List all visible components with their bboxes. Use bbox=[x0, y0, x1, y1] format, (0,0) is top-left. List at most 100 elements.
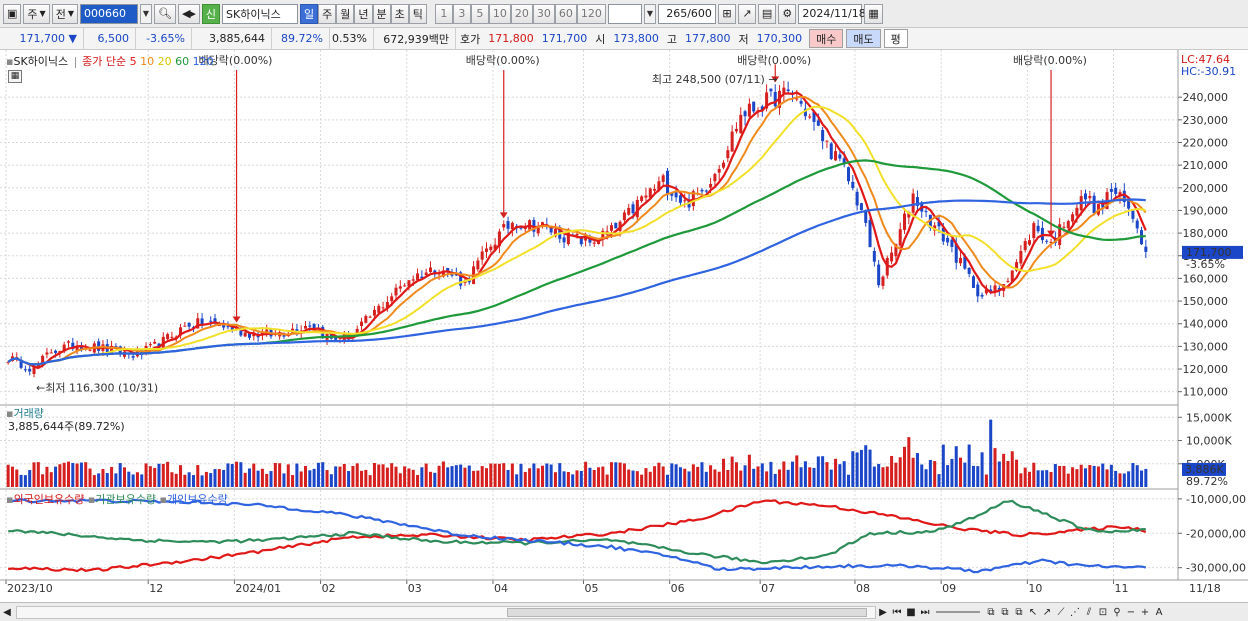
volume-bar bbox=[1036, 470, 1040, 487]
scrollbar-thumb[interactable] bbox=[507, 607, 867, 617]
interval-tab-5[interactable]: 5 bbox=[470, 3, 489, 24]
current-change-tag: -3.65% bbox=[1186, 258, 1225, 271]
interval-custom-input[interactable] bbox=[607, 3, 642, 24]
legend-ma-label: 종가 단순 bbox=[82, 55, 127, 68]
zoom-out-icon[interactable]: − bbox=[1126, 606, 1136, 618]
volume-bar bbox=[920, 464, 924, 487]
volume-bar bbox=[105, 473, 109, 487]
stock-code-dropdown-icon[interactable]: ▼ bbox=[139, 3, 152, 24]
save-icon[interactable]: ▤ bbox=[757, 3, 777, 24]
eval-button[interactable]: 평 bbox=[883, 29, 908, 48]
stop-icon[interactable]: ■ bbox=[906, 606, 916, 618]
candle-body bbox=[584, 235, 588, 241]
scroll-left-icon[interactable]: ◀ bbox=[3, 606, 11, 618]
volume-bar bbox=[286, 464, 290, 487]
interval-tab-3[interactable]: 3 bbox=[452, 3, 471, 24]
volume-bar bbox=[855, 452, 859, 487]
volume-bar bbox=[1015, 459, 1019, 487]
draw-tool-icon[interactable]: ↗ bbox=[737, 3, 756, 24]
channel-tool-icon[interactable]: ⫽ bbox=[1086, 606, 1092, 618]
speaker-icon[interactable]: ◀▸ bbox=[177, 3, 200, 24]
bar-count-field[interactable]: 265/600 bbox=[657, 3, 716, 24]
interval-tab-1[interactable]: 1 bbox=[434, 3, 453, 24]
volume-bar bbox=[196, 465, 200, 487]
period-tab-4[interactable]: 분 bbox=[372, 3, 391, 24]
candle-body bbox=[1058, 224, 1062, 246]
volume-bar bbox=[489, 463, 493, 487]
ma20-line bbox=[7, 105, 1147, 366]
gear-icon[interactable]: ⚙ bbox=[778, 3, 797, 24]
price-tick-label: 200,000 bbox=[1183, 182, 1229, 195]
interval-tab-10[interactable]: 10 bbox=[488, 3, 511, 24]
scroll-right-icon[interactable]: ▶ bbox=[879, 606, 887, 618]
candle-body bbox=[355, 328, 359, 334]
line-tool-icon[interactable]: ↗ bbox=[1042, 606, 1052, 618]
candle-body bbox=[385, 301, 389, 308]
legend-ma120: 120 bbox=[192, 55, 214, 68]
stock-chart[interactable]: 110,000 120,000 130,000 140,000 150,000 160,0… bbox=[0, 50, 1248, 602]
candle-body bbox=[1010, 270, 1014, 282]
volume-bar bbox=[377, 464, 381, 487]
crosshair-icon[interactable]: ⊞ bbox=[717, 3, 736, 24]
interval-tab-120[interactable]: 120 bbox=[576, 3, 606, 24]
new-badge[interactable]: 신 bbox=[201, 3, 221, 24]
candle-body bbox=[497, 231, 501, 247]
trend-tool-icon[interactable]: ⟋ bbox=[1057, 606, 1065, 618]
zoom-tool-icon[interactable]: ⊡ bbox=[1098, 606, 1108, 618]
zoom-in-icon[interactable]: + bbox=[1140, 606, 1150, 618]
volume-bar bbox=[1071, 467, 1075, 487]
stock-code-input[interactable]: 000660 bbox=[79, 3, 138, 24]
speed-slider[interactable] bbox=[936, 611, 980, 613]
search-icon[interactable]: 🔍︎ bbox=[153, 3, 176, 24]
volume-bar bbox=[618, 462, 622, 487]
volume-bar bbox=[6, 464, 10, 487]
price-panel-bg bbox=[5, 52, 1177, 403]
period-tab-0[interactable]: 일 bbox=[300, 3, 319, 24]
volume-bar bbox=[170, 472, 174, 487]
window-menu-icon[interactable]: ▣ bbox=[3, 3, 22, 24]
x-tick-label: 05 bbox=[584, 582, 598, 595]
layout-3-icon[interactable]: ⧉ bbox=[1015, 606, 1023, 618]
prev-select[interactable]: 전 ▼ bbox=[51, 3, 78, 24]
buy-button[interactable]: 매수 bbox=[809, 29, 844, 48]
text-tool-icon[interactable]: A bbox=[1155, 606, 1163, 618]
calendar-icon[interactable]: ▦ bbox=[864, 3, 883, 24]
legend-marker-icon: ▪ bbox=[159, 493, 167, 506]
candle-body bbox=[963, 256, 967, 269]
layout-1-icon[interactable]: ⧉ bbox=[987, 606, 995, 618]
first-page-icon[interactable]: ⏮ bbox=[892, 606, 902, 618]
x-tick-label: 04 bbox=[494, 582, 508, 595]
volume-bar bbox=[528, 468, 532, 487]
interval-tab-20[interactable]: 20 bbox=[510, 3, 533, 24]
chart-area[interactable]: 110,000 120,000 130,000 140,000 150,000 160,0… bbox=[0, 50, 1248, 602]
sell-button[interactable]: 매도 bbox=[846, 29, 881, 48]
candle-body bbox=[1075, 207, 1079, 216]
interval-dropdown-icon[interactable]: ▼ bbox=[643, 3, 656, 24]
period-tab-2[interactable]: 월 bbox=[336, 3, 355, 24]
volume-bar bbox=[454, 465, 458, 487]
fib-tool-icon[interactable]: ⋰ bbox=[1070, 606, 1080, 618]
volume-tick-label: 10,000K bbox=[1186, 435, 1232, 448]
volume-value: 3,885,644 bbox=[192, 27, 272, 50]
period-tab-5[interactable]: 초 bbox=[390, 3, 409, 24]
magnifier-icon[interactable]: ⚲ bbox=[1113, 606, 1121, 618]
arrow-tool-icon[interactable]: ↖ bbox=[1028, 606, 1038, 618]
period-tab-3[interactable]: 년 bbox=[354, 3, 373, 24]
indicator-table-icon[interactable]: ▦ bbox=[8, 70, 22, 83]
date-field[interactable]: 2024/11/18 bbox=[798, 3, 866, 24]
holdings-line-0 bbox=[8, 499, 1147, 573]
period-tab-1[interactable]: 주 bbox=[318, 3, 337, 24]
candle-body bbox=[476, 260, 480, 270]
last-page-icon[interactable]: ⏭ bbox=[920, 606, 930, 618]
candle-body bbox=[739, 114, 743, 134]
period-type-select[interactable]: 주 ▼ bbox=[23, 3, 50, 24]
dividend-arrow-head bbox=[232, 316, 241, 323]
candle-body bbox=[416, 273, 420, 280]
interval-tab-30[interactable]: 30 bbox=[532, 3, 555, 24]
interval-tab-60[interactable]: 60 bbox=[554, 3, 577, 24]
layout-2-icon[interactable]: ⧉ bbox=[1001, 606, 1009, 618]
candle-body bbox=[32, 366, 36, 375]
candle-body bbox=[894, 244, 898, 257]
period-tab-6[interactable]: 틱 bbox=[408, 3, 427, 24]
scrollbar-track[interactable] bbox=[16, 605, 876, 619]
